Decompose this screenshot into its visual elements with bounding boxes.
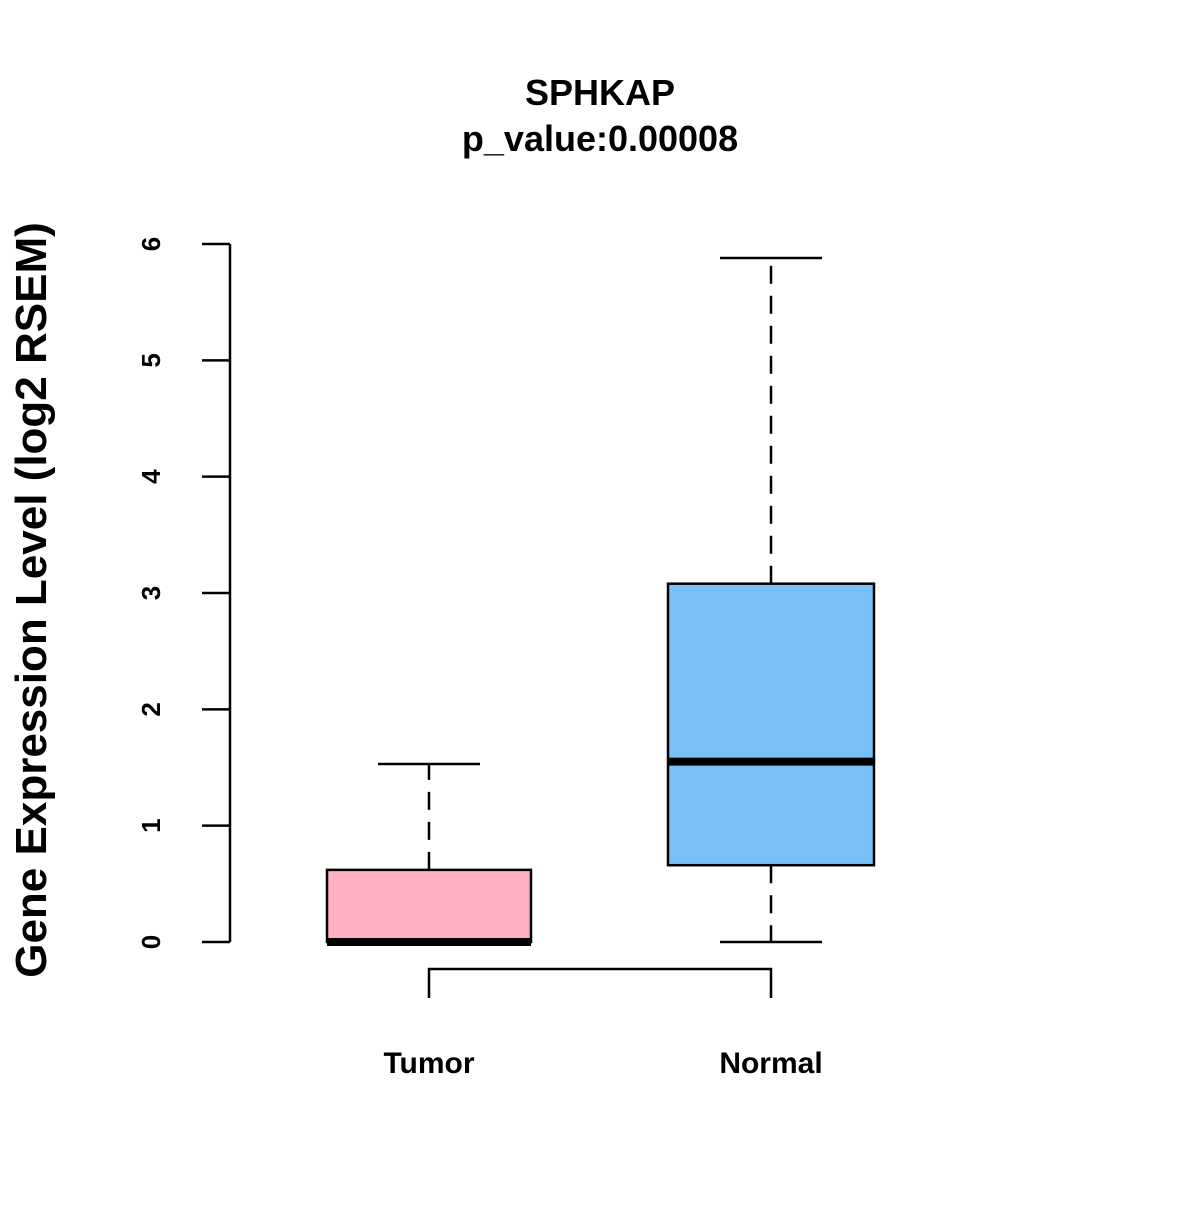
y-tick-label-0: 0 bbox=[136, 935, 166, 949]
y-tick-label-5: 5 bbox=[136, 353, 166, 367]
tumor-box bbox=[325, 868, 533, 944]
x-category-label-normal: Normal bbox=[719, 1047, 822, 1080]
y-tick-label-1: 1 bbox=[136, 818, 166, 832]
y-tick-label-3: 3 bbox=[136, 586, 166, 600]
chart-title: SPHKAP bbox=[525, 72, 675, 113]
normal-box bbox=[666, 582, 876, 867]
y-tick-label-6: 6 bbox=[136, 237, 166, 251]
x-category-label-tumor: Tumor bbox=[383, 1047, 474, 1080]
y-tick-label-4: 4 bbox=[136, 469, 166, 484]
y-tick-label-2: 2 bbox=[136, 702, 166, 716]
comparison-bracket bbox=[427, 967, 773, 998]
chart-marks: 0 1 2 3 4 5 6 Tumor Normal bbox=[136, 237, 876, 1080]
y-axis-label: Gene Expression Level (log2 RSEM) bbox=[7, 222, 56, 978]
chart-subtitle: p_value:0.00008 bbox=[462, 118, 738, 159]
